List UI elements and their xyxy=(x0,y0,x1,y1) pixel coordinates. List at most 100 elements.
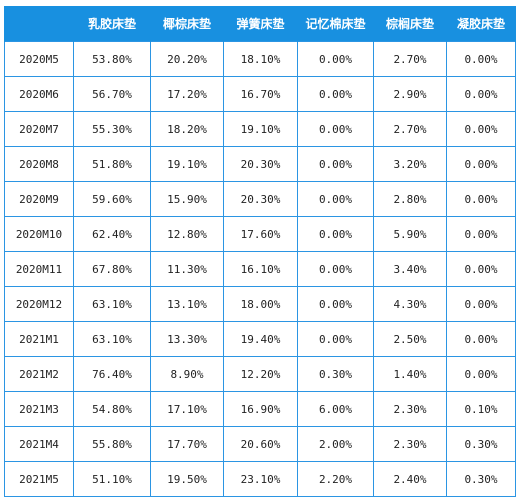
value-cell: 17.10% xyxy=(150,391,224,427)
value-cell: 2.30% xyxy=(373,391,447,427)
table-row: 2020M7 55.30% 18.20% 19.10% 0.00% 2.70% 0.00% xyxy=(4,111,516,147)
value-cell: 0.00% xyxy=(297,286,374,322)
value-cell: 0.00% xyxy=(297,251,374,287)
value-cell: 0.30% xyxy=(297,356,374,392)
row-label-cell: 2021M5 xyxy=(4,461,74,497)
table-row: 2021M4 55.80% 17.70% 20.60% 2.00% 2.30% 0.30% xyxy=(4,426,516,462)
value-cell: 0.00% xyxy=(446,356,516,392)
value-cell: 55.30% xyxy=(73,111,151,147)
row-label-cell: 2020M6 xyxy=(4,76,74,112)
value-cell: 2.70% xyxy=(373,41,447,77)
value-cell: 5.90% xyxy=(373,216,447,252)
row-label-cell: 2021M1 xyxy=(4,321,74,357)
mattress-share-table: 乳胶床垫 椰棕床垫 弹簧床垫 记忆棉床垫 棕榈床垫 凝胶床垫 2020M5 53.80% 20… xyxy=(4,6,516,497)
row-label-cell: 2021M2 xyxy=(4,356,74,392)
value-cell: 13.30% xyxy=(150,321,224,357)
value-cell: 19.50% xyxy=(150,461,224,497)
value-cell: 2.50% xyxy=(373,321,447,357)
value-cell: 53.80% xyxy=(73,41,151,77)
header-cell: 椰棕床垫 xyxy=(150,6,224,42)
value-cell: 0.10% xyxy=(446,391,516,427)
value-cell: 0.30% xyxy=(446,426,516,462)
value-cell: 2.00% xyxy=(297,426,374,462)
header-cell: 记忆棉床垫 xyxy=(297,6,374,42)
value-cell: 4.30% xyxy=(373,286,447,322)
value-cell: 2.20% xyxy=(297,461,374,497)
value-cell: 20.30% xyxy=(223,181,298,217)
table-row: 2021M5 51.10% 19.50% 23.10% 2.20% 2.40% 0.30% xyxy=(4,461,516,497)
value-cell: 17.60% xyxy=(223,216,298,252)
value-cell: 0.00% xyxy=(446,286,516,322)
value-cell: 3.40% xyxy=(373,251,447,287)
table-row: 2021M3 54.80% 17.10% 16.90% 6.00% 2.30% 0.10% xyxy=(4,391,516,427)
value-cell: 11.30% xyxy=(150,251,224,287)
value-cell: 62.40% xyxy=(73,216,151,252)
value-cell: 0.00% xyxy=(297,111,374,147)
table-row: 2020M5 53.80% 20.20% 18.10% 0.00% 2.70% 0.00% xyxy=(4,41,516,77)
value-cell: 20.60% xyxy=(223,426,298,462)
row-label-cell: 2020M9 xyxy=(4,181,74,217)
header-cell: 棕榈床垫 xyxy=(373,6,447,42)
table-row: 2020M6 56.70% 17.20% 16.70% 0.00% 2.90% 0.00% xyxy=(4,76,516,112)
value-cell: 56.70% xyxy=(73,76,151,112)
value-cell: 0.00% xyxy=(446,216,516,252)
value-cell: 2.30% xyxy=(373,426,447,462)
value-cell: 17.20% xyxy=(150,76,224,112)
value-cell: 0.30% xyxy=(446,461,516,497)
table-body: 2020M5 53.80% 20.20% 18.10% 0.00% 2.70% 0.00% 2… xyxy=(4,41,516,497)
value-cell: 19.10% xyxy=(150,146,224,182)
value-cell: 2.80% xyxy=(373,181,447,217)
value-cell: 18.00% xyxy=(223,286,298,322)
table-row: 2020M11 67.80% 11.30% 16.10% 0.00% 3.40% 0.00% xyxy=(4,251,516,287)
row-label-cell: 2020M10 xyxy=(4,216,74,252)
row-label-cell: 2020M11 xyxy=(4,251,74,287)
value-cell: 76.40% xyxy=(73,356,151,392)
value-cell: 6.00% xyxy=(297,391,374,427)
value-cell: 51.10% xyxy=(73,461,151,497)
value-cell: 0.00% xyxy=(446,41,516,77)
table-row: 2020M8 51.80% 19.10% 20.30% 0.00% 3.20% 0.00% xyxy=(4,146,516,182)
value-cell: 16.70% xyxy=(223,76,298,112)
row-label-cell: 2021M3 xyxy=(4,391,74,427)
value-cell: 12.20% xyxy=(223,356,298,392)
value-cell: 20.20% xyxy=(150,41,224,77)
value-cell: 0.00% xyxy=(297,41,374,77)
value-cell: 23.10% xyxy=(223,461,298,497)
row-label-cell: 2020M12 xyxy=(4,286,74,322)
table-header: 乳胶床垫 椰棕床垫 弹簧床垫 记忆棉床垫 棕榈床垫 凝胶床垫 xyxy=(4,6,516,42)
value-cell: 55.80% xyxy=(73,426,151,462)
table-row: 2020M9 59.60% 15.90% 20.30% 0.00% 2.80% 0.00% xyxy=(4,181,516,217)
value-cell: 54.80% xyxy=(73,391,151,427)
row-label-cell: 2020M8 xyxy=(4,146,74,182)
table-row: 2021M1 63.10% 13.30% 19.40% 0.00% 2.50% 0.00% xyxy=(4,321,516,357)
value-cell: 0.00% xyxy=(297,76,374,112)
value-cell: 18.20% xyxy=(150,111,224,147)
value-cell: 59.60% xyxy=(73,181,151,217)
value-cell: 0.00% xyxy=(297,321,374,357)
value-cell: 0.00% xyxy=(297,146,374,182)
table-row: 2021M2 76.40% 8.90% 12.20% 0.30% 1.40% 0.00% xyxy=(4,356,516,392)
value-cell: 16.10% xyxy=(223,251,298,287)
header-cell: 凝胶床垫 xyxy=(446,6,516,42)
value-cell: 12.80% xyxy=(150,216,224,252)
data-table-container: 乳胶床垫 椰棕床垫 弹簧床垫 记忆棉床垫 棕榈床垫 凝胶床垫 2020M5 53.80% 20… xyxy=(4,6,516,497)
value-cell: 0.00% xyxy=(446,146,516,182)
value-cell: 0.00% xyxy=(297,216,374,252)
value-cell: 8.90% xyxy=(150,356,224,392)
value-cell: 20.30% xyxy=(223,146,298,182)
value-cell: 15.90% xyxy=(150,181,224,217)
value-cell: 13.10% xyxy=(150,286,224,322)
header-cell-period xyxy=(4,6,74,42)
value-cell: 63.10% xyxy=(73,321,151,357)
value-cell: 3.20% xyxy=(373,146,447,182)
row-label-cell: 2020M5 xyxy=(4,41,74,77)
value-cell: 19.40% xyxy=(223,321,298,357)
table-row: 2020M10 62.40% 12.80% 17.60% 0.00% 5.90% 0.00% xyxy=(4,216,516,252)
value-cell: 51.80% xyxy=(73,146,151,182)
value-cell: 0.00% xyxy=(446,181,516,217)
row-label-cell: 2020M7 xyxy=(4,111,74,147)
value-cell: 63.10% xyxy=(73,286,151,322)
value-cell: 17.70% xyxy=(150,426,224,462)
value-cell: 1.40% xyxy=(373,356,447,392)
value-cell: 0.00% xyxy=(297,181,374,217)
